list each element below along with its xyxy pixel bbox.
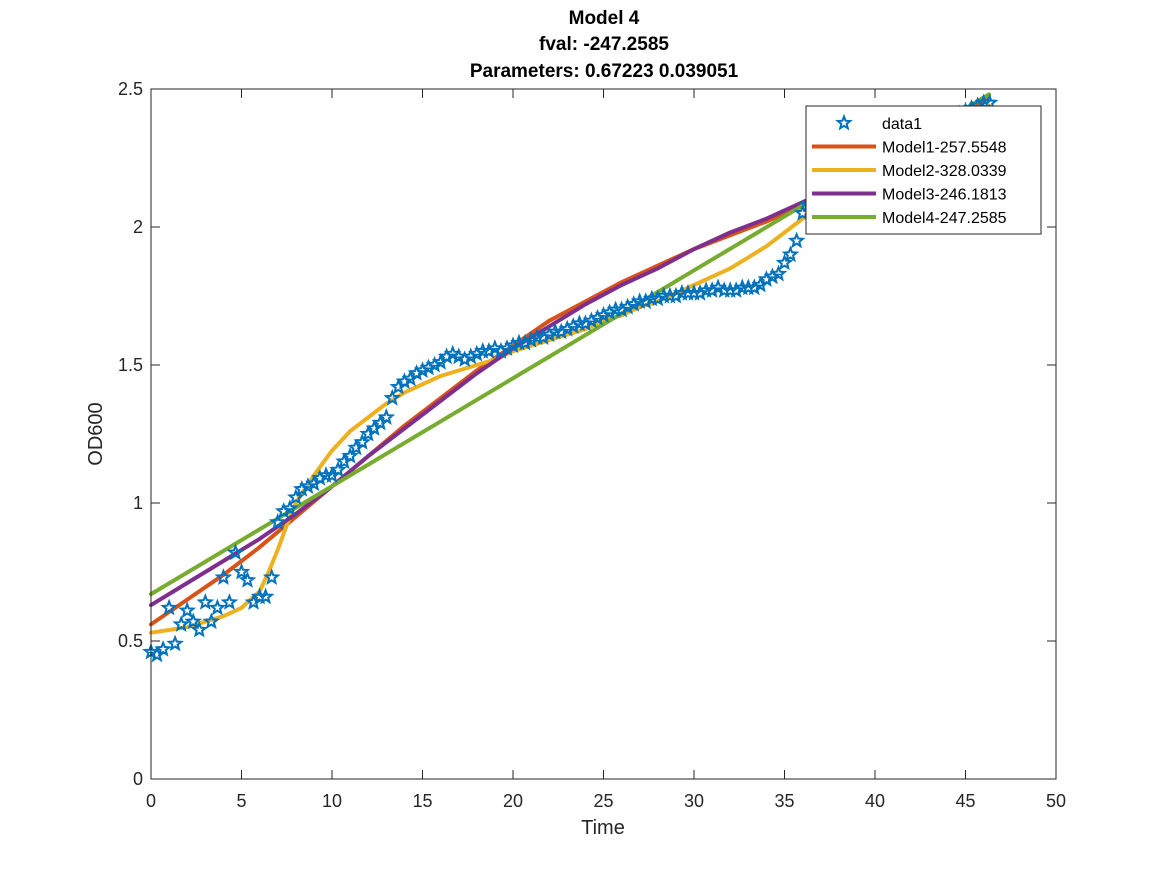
data-point — [395, 372, 414, 389]
data-point — [256, 587, 275, 605]
x-tick-label: 10 — [322, 791, 342, 811]
x-tick-label: 5 — [236, 791, 246, 811]
x-tick-label: 20 — [503, 791, 523, 811]
x-tick-label: 25 — [593, 791, 613, 811]
data-point — [582, 311, 601, 329]
data-point — [190, 620, 209, 638]
data-point — [455, 350, 474, 367]
data-point — [763, 267, 782, 285]
data-point — [552, 322, 571, 340]
tick-layer: 0 5 10 15 20 25 30 35 40 45 50 0 0.5 1 1.5 2 2.5 — [118, 79, 1066, 811]
data-point — [667, 286, 685, 304]
data-point — [419, 358, 438, 376]
data-point — [377, 408, 396, 425]
data-point — [329, 460, 347, 478]
legend-label: Model4-247.2585 — [882, 210, 1007, 227]
data-point — [757, 270, 776, 287]
data-point — [166, 634, 184, 652]
data-point — [576, 314, 595, 332]
legend-label: Model2-328.0339 — [882, 163, 1007, 180]
x-tick-label: 35 — [774, 791, 794, 811]
data-point — [769, 264, 788, 282]
legend: data1 Model1-257.5548 Model2-328.0339 Model… — [805, 105, 1042, 235]
data-point — [232, 562, 251, 580]
data-point — [522, 330, 540, 348]
legend-label: data1 — [882, 116, 922, 133]
data-point — [492, 341, 510, 359]
data-point — [781, 245, 800, 263]
x-tick-label: 15 — [412, 791, 432, 811]
data-point — [467, 344, 486, 362]
x-tick-label: 0 — [146, 791, 156, 811]
data-point — [624, 295, 643, 312]
data-point — [262, 568, 281, 586]
data-point — [184, 612, 203, 630]
data-point — [727, 281, 746, 298]
data-point — [160, 598, 178, 616]
data-point — [516, 333, 534, 351]
y-tick-label: 2.5 — [118, 79, 143, 99]
data-point — [498, 339, 516, 356]
data-point — [172, 615, 191, 632]
data-point — [425, 355, 444, 373]
data-point — [353, 433, 372, 450]
legend-marker-data1 — [835, 113, 853, 131]
data-point — [775, 253, 794, 271]
data-point — [268, 512, 287, 530]
data-point — [299, 477, 317, 494]
chart-title-line-3: Parameters: 0.67223 0.039051 — [470, 61, 739, 82]
data-point — [461, 347, 480, 365]
data-point — [504, 336, 522, 354]
data-point — [588, 308, 607, 326]
y-tick-label: 0 — [133, 769, 143, 789]
y-tick-label: 1 — [133, 493, 143, 513]
data-point — [341, 446, 359, 464]
data-point — [202, 612, 221, 630]
data-point — [208, 598, 227, 616]
data-point — [787, 231, 806, 249]
data-point — [594, 305, 613, 323]
x-tick-label: 50 — [1046, 791, 1066, 811]
data-point — [600, 303, 619, 321]
data-point — [226, 543, 245, 561]
y-tick-label: 1.5 — [118, 355, 143, 375]
data-point — [286, 488, 305, 505]
data-point — [238, 571, 257, 588]
data-point — [274, 502, 293, 519]
data-point — [413, 361, 432, 379]
data-point — [558, 319, 577, 337]
data-point — [178, 601, 197, 619]
chart-title-line-2: fval: -247.2585 — [539, 34, 669, 55]
x-tick-label: 30 — [684, 791, 704, 811]
y-axis-label: OD600 — [85, 402, 107, 465]
data-point — [618, 297, 637, 315]
data-point — [280, 499, 299, 517]
data-point — [407, 364, 426, 381]
data-point — [383, 388, 402, 406]
data-point — [311, 468, 329, 486]
data-point — [612, 300, 631, 318]
x-tick-label: 45 — [955, 791, 975, 811]
data-point — [196, 593, 215, 610]
data-point — [564, 317, 583, 334]
x-axis-label: Time — [581, 817, 625, 839]
data-point — [534, 328, 552, 345]
data-point — [745, 278, 764, 296]
data-point — [293, 479, 311, 497]
legend-label: Model1-257.5548 — [882, 140, 1007, 157]
y-tick-label: 0.5 — [118, 631, 143, 651]
data-point — [691, 283, 709, 301]
chart-title-line-1: Model 4 — [569, 8, 640, 29]
data-point — [636, 292, 655, 310]
legend-label: Model3-246.1813 — [882, 187, 1007, 204]
data-point — [540, 325, 559, 343]
x-tick-label: 40 — [865, 791, 885, 811]
data-point — [154, 640, 172, 657]
data-point — [648, 289, 667, 307]
legend-items: data1 Model1-257.5548 Model2-328.0339 Model… — [812, 113, 1007, 227]
y-tick-label: 2 — [133, 217, 143, 237]
data-point — [220, 593, 239, 610]
data-point — [214, 568, 233, 586]
